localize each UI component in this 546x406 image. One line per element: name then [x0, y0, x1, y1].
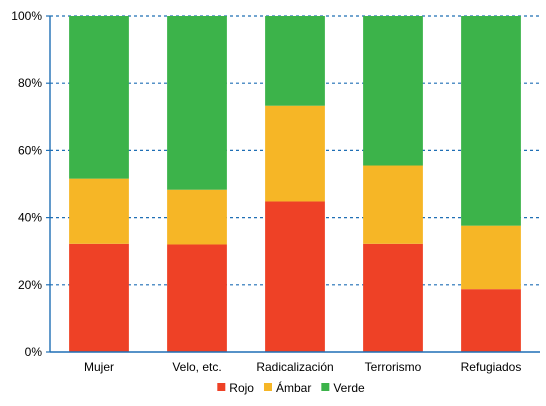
x-tick-label: Radicalización — [256, 360, 333, 374]
y-tick-labels: 0% 20% 40% 60% 80% 100% — [11, 9, 42, 359]
bar-segment-rojo — [167, 244, 227, 352]
grid-lines — [50, 15, 540, 286]
legend: Rojo Ámbar Verde — [217, 380, 365, 395]
y-tick-label: 80% — [18, 76, 42, 90]
legend-swatch-ámbar — [263, 383, 272, 391]
x-tick-label: Velo, etc. — [172, 360, 221, 374]
legend-label: Ámbar — [276, 380, 311, 395]
x-tick-labels: Mujer Velo, etc. Radicalización Terrorismo R… — [84, 360, 521, 374]
bar-segment-rojo — [363, 243, 423, 352]
legend-label: Rojo — [229, 381, 254, 395]
x-tick-label: Terrorismo — [365, 360, 422, 374]
bar-segment-rojo — [265, 201, 325, 352]
legend-label: Verde — [333, 381, 365, 395]
axes — [46, 15, 540, 353]
y-tick-label: 100% — [11, 9, 42, 23]
bar-segment-verde — [363, 16, 423, 166]
y-tick-label: 40% — [18, 211, 42, 225]
x-tick-label: Mujer — [84, 360, 114, 374]
y-tick-label: 0% — [25, 345, 43, 359]
legend-swatch-rojo — [217, 383, 226, 391]
bars — [69, 16, 521, 352]
bar-segment-rojo — [461, 289, 521, 352]
bar-segment-rojo — [69, 243, 129, 352]
bar-segment-verde — [461, 16, 521, 226]
bar-segment-verde — [265, 16, 325, 106]
bar-segment-verde — [167, 16, 227, 190]
bar-segment-ámbar — [461, 225, 521, 290]
bar-segment-ámbar — [363, 165, 423, 244]
x-tick-label: Refugiados — [461, 360, 522, 374]
bar-segment-verde — [69, 16, 129, 179]
y-tick-label: 20% — [18, 278, 42, 292]
bar-segment-ámbar — [265, 105, 325, 202]
bar-segment-ámbar — [167, 189, 227, 245]
y-tick-label: 60% — [18, 143, 42, 157]
bar-segment-ámbar — [69, 178, 129, 244]
legend-swatch-verde — [321, 383, 330, 391]
